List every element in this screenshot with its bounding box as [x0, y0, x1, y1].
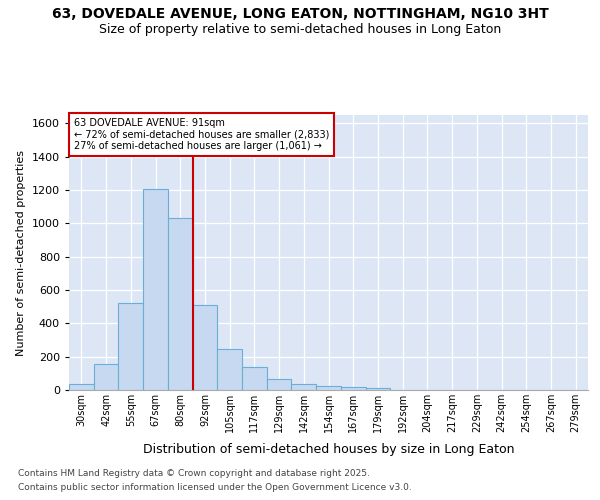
Bar — [267, 378, 292, 390]
Bar — [292, 384, 316, 390]
Bar — [69, 384, 94, 390]
Text: Size of property relative to semi-detached houses in Long Eaton: Size of property relative to semi-detach… — [99, 22, 501, 36]
Bar — [217, 348, 242, 390]
Text: Contains public sector information licensed under the Open Government Licence v3: Contains public sector information licen… — [18, 484, 412, 492]
Text: 63, DOVEDALE AVENUE, LONG EATON, NOTTINGHAM, NG10 3HT: 63, DOVEDALE AVENUE, LONG EATON, NOTTING… — [52, 8, 548, 22]
Bar — [242, 366, 267, 390]
Bar — [168, 218, 193, 390]
Bar — [365, 388, 390, 390]
Bar — [341, 386, 365, 390]
Bar — [118, 302, 143, 390]
Text: Contains HM Land Registry data © Crown copyright and database right 2025.: Contains HM Land Registry data © Crown c… — [18, 468, 370, 477]
Bar — [94, 364, 118, 390]
Bar — [193, 305, 217, 390]
Bar — [316, 386, 341, 390]
X-axis label: Distribution of semi-detached houses by size in Long Eaton: Distribution of semi-detached houses by … — [143, 444, 514, 456]
Y-axis label: Number of semi-detached properties: Number of semi-detached properties — [16, 150, 26, 356]
Bar — [143, 189, 168, 390]
Text: 63 DOVEDALE AVENUE: 91sqm
← 72% of semi-detached houses are smaller (2,833)
27% : 63 DOVEDALE AVENUE: 91sqm ← 72% of semi-… — [74, 118, 329, 151]
